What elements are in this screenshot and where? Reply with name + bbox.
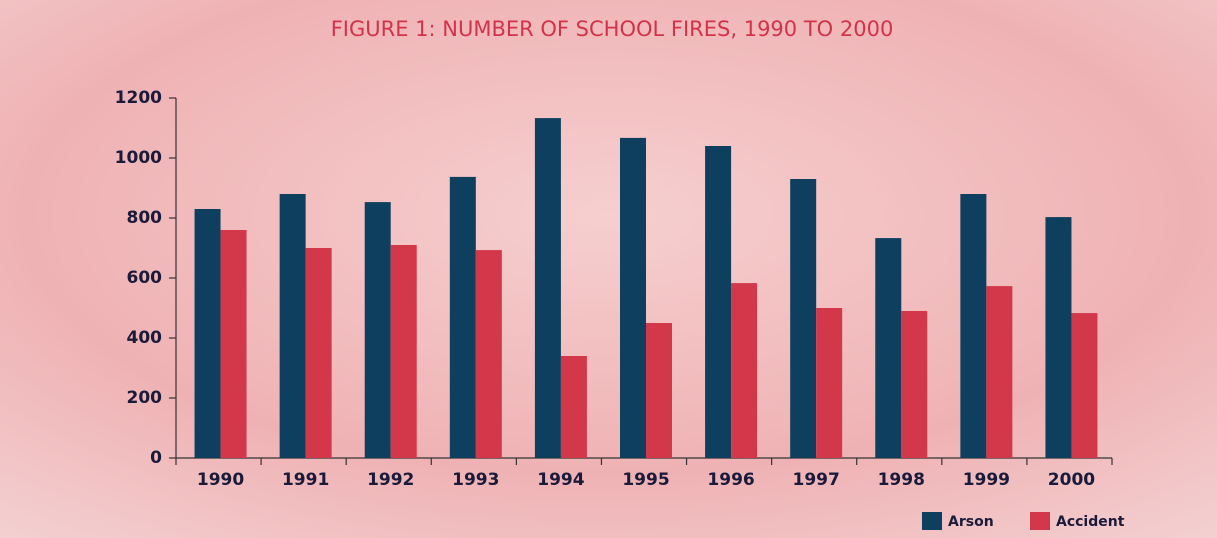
bar [305,248,332,458]
bar [901,311,928,458]
bar [620,137,646,458]
bar [279,194,306,458]
x-tick-label: 1996 [707,470,754,490]
y-tick-label: 0 [150,448,162,468]
legend-swatch [1030,512,1050,530]
bar [475,250,502,458]
y-tick-label: 600 [127,268,163,288]
bar [646,323,672,458]
y-tick-label: 200 [127,388,163,408]
x-tick-label: 1993 [452,470,499,490]
x-tick-label: 1990 [197,470,244,490]
y-tick-label: 1200 [115,88,162,108]
bar [986,286,1013,458]
x-tick-label: 1991 [282,470,329,490]
bar [816,308,843,458]
legend-swatch [922,512,942,530]
legend-label: Arson [948,514,994,530]
bar [560,356,587,458]
bar [731,283,758,458]
x-tick-label: 1992 [367,470,414,490]
bar [1071,313,1098,458]
chart-title: FIGURE 1: NUMBER OF SCHOOL FIRES, 1990 T… [331,17,894,41]
bar [390,245,417,458]
bar [1045,217,1072,458]
bar [790,179,817,458]
bar [194,209,221,458]
bar [449,176,476,458]
bar [875,238,902,458]
legend-label: Accident [1056,514,1125,530]
x-tick-label: 1994 [537,470,584,490]
x-tick-label: 1999 [963,470,1010,490]
x-tick-label: 1995 [622,470,669,490]
x-tick-label: 1998 [878,470,925,490]
y-tick-label: 1000 [115,148,162,168]
bar [534,118,561,458]
bar [364,202,391,458]
x-tick-label: 2000 [1048,470,1095,490]
bar [220,230,247,458]
bar [705,146,732,458]
bar [960,194,987,458]
y-tick-label: 800 [127,208,163,228]
x-tick-label: 1997 [793,470,840,490]
y-tick-label: 400 [127,328,163,348]
